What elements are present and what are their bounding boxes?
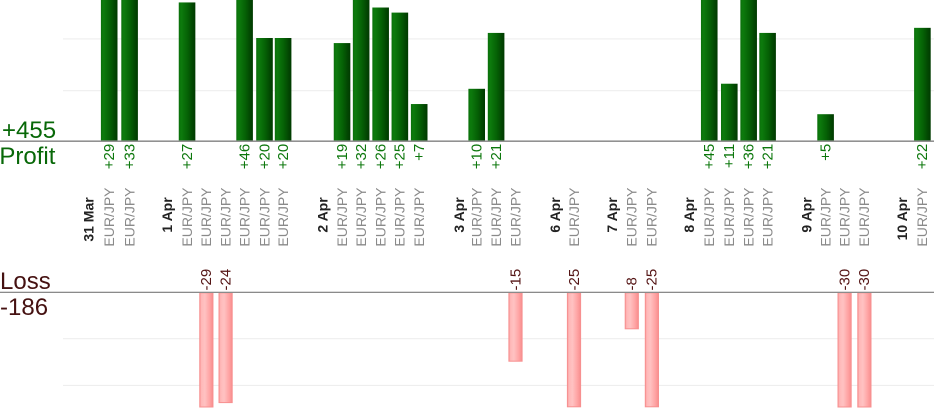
svg-text:EUR/JPY: EUR/JPY xyxy=(353,187,369,247)
svg-text:+33: +33 xyxy=(121,144,138,169)
svg-text:EUR/JPY: EUR/JPY xyxy=(217,187,233,247)
svg-text:+45: +45 xyxy=(701,144,718,169)
svg-text:EUR/JPY: EUR/JPY xyxy=(179,187,195,247)
svg-text:EUR/JPY: EUR/JPY xyxy=(101,187,117,247)
svg-text:3 Apr: 3 Apr xyxy=(451,197,467,233)
svg-text:Profit: Profit xyxy=(0,143,56,170)
svg-text:10 Apr: 10 Apr xyxy=(894,197,910,241)
svg-text:EUR/JPY: EUR/JPY xyxy=(334,187,350,247)
svg-text:+27: +27 xyxy=(179,144,196,169)
svg-text:+5: +5 xyxy=(817,144,834,161)
svg-text:+32: +32 xyxy=(353,144,370,169)
svg-text:+21: +21 xyxy=(759,144,776,169)
svg-text:EUR/JPY: EUR/JPY xyxy=(198,187,214,247)
svg-text:EUR/JPY: EUR/JPY xyxy=(914,187,930,247)
svg-text:EUR/JPY: EUR/JPY xyxy=(392,187,408,247)
svg-text:+20: +20 xyxy=(275,144,292,169)
svg-text:9 Apr: 9 Apr xyxy=(799,197,815,233)
svg-text:EUR/JPY: EUR/JPY xyxy=(759,187,775,247)
svg-text:EUR/JPY: EUR/JPY xyxy=(275,187,291,247)
svg-text:-29: -29 xyxy=(198,269,215,291)
svg-text:Loss: Loss xyxy=(0,268,51,295)
svg-text:2 Apr: 2 Apr xyxy=(315,197,331,233)
svg-text:EUR/JPY: EUR/JPY xyxy=(372,187,388,247)
svg-text:EUR/JPY: EUR/JPY xyxy=(624,187,640,247)
svg-text:EUR/JPY: EUR/JPY xyxy=(566,187,582,247)
svg-text:+25: +25 xyxy=(392,144,409,169)
svg-text:EUR/JPY: EUR/JPY xyxy=(644,187,660,247)
svg-text:+21: +21 xyxy=(488,144,505,169)
svg-text:6 Apr: 6 Apr xyxy=(547,197,563,233)
svg-text:EUR/JPY: EUR/JPY xyxy=(721,187,737,247)
svg-text:EUR/JPY: EUR/JPY xyxy=(701,187,717,247)
svg-text:EUR/JPY: EUR/JPY xyxy=(507,187,523,247)
svg-text:+36: +36 xyxy=(740,144,757,169)
svg-text:+22: +22 xyxy=(914,144,931,169)
svg-text:7 Apr: 7 Apr xyxy=(604,197,620,233)
svg-text:+11: +11 xyxy=(721,144,738,168)
svg-text:EUR/JPY: EUR/JPY xyxy=(121,187,137,247)
svg-text:+29: +29 xyxy=(101,144,118,169)
svg-text:EUR/JPY: EUR/JPY xyxy=(856,187,872,247)
svg-text:+20: +20 xyxy=(256,144,273,169)
svg-text:EUR/JPY: EUR/JPY xyxy=(256,187,272,247)
svg-text:+46: +46 xyxy=(236,144,253,169)
svg-text:8 Apr: 8 Apr xyxy=(681,197,697,233)
svg-text:-186: -186 xyxy=(0,294,48,321)
svg-text:-15: -15 xyxy=(507,269,524,291)
svg-text:-8: -8 xyxy=(624,277,641,290)
svg-text:+455: +455 xyxy=(2,117,56,144)
svg-text:EUR/JPY: EUR/JPY xyxy=(488,187,504,247)
svg-text:-30: -30 xyxy=(836,269,853,291)
svg-text:+26: +26 xyxy=(372,144,389,169)
svg-text:1 Apr: 1 Apr xyxy=(159,197,175,233)
svg-text:EUR/JPY: EUR/JPY xyxy=(836,187,852,247)
svg-text:EUR/JPY: EUR/JPY xyxy=(411,187,427,247)
svg-text:-24: -24 xyxy=(217,269,234,291)
svg-text:-25: -25 xyxy=(644,269,661,291)
svg-text:31 Mar: 31 Mar xyxy=(81,197,97,242)
svg-text:EUR/JPY: EUR/JPY xyxy=(236,187,252,247)
svg-text:EUR/JPY: EUR/JPY xyxy=(740,187,756,247)
svg-text:-25: -25 xyxy=(566,269,583,291)
svg-text:+19: +19 xyxy=(334,144,351,169)
svg-text:+10: +10 xyxy=(469,144,486,169)
svg-text:-30: -30 xyxy=(856,269,873,291)
svg-text:EUR/JPY: EUR/JPY xyxy=(469,187,485,247)
svg-text:+7: +7 xyxy=(411,144,428,161)
svg-text:EUR/JPY: EUR/JPY xyxy=(817,187,833,247)
